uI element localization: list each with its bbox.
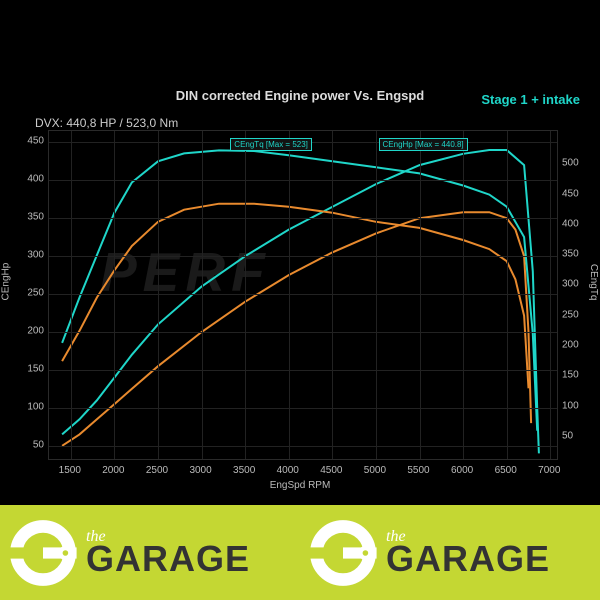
dvx-summary: DVX: 440,8 HP / 523,0 Nm xyxy=(35,116,178,130)
footer-garage: GARAGE xyxy=(86,544,250,575)
y-left-tick: 350 xyxy=(14,212,44,223)
y-right-tick: 250 xyxy=(562,309,579,320)
x-axis-label: EngSpd RPM xyxy=(0,480,600,491)
x-tick: 6500 xyxy=(495,465,517,476)
x-tick: 6000 xyxy=(451,465,473,476)
stage-label: Stage 1 + intake xyxy=(481,92,580,107)
y-left-tick: 50 xyxy=(14,439,44,450)
x-tick: 2500 xyxy=(146,465,168,476)
x-tick: 5000 xyxy=(364,465,386,476)
footer-logo-right: the GARAGE xyxy=(300,505,600,600)
dyno-plot xyxy=(48,130,558,460)
series-stock_hp xyxy=(62,212,531,446)
x-tick: 5500 xyxy=(407,465,429,476)
y-right-tick: 50 xyxy=(562,430,573,441)
callout-hp: CEngHp [Max = 440.8] xyxy=(379,138,468,151)
y-left-axis-label: CEngHp xyxy=(1,263,12,301)
y-right-tick: 100 xyxy=(562,400,579,411)
footer-logo-left: the GARAGE xyxy=(0,505,300,600)
series-stock_tq xyxy=(62,204,528,389)
y-right-tick: 450 xyxy=(562,188,579,199)
y-right-tick: 150 xyxy=(562,370,579,381)
y-right-tick: 500 xyxy=(562,158,579,169)
y-right-axis-label: CEngTq xyxy=(589,264,600,301)
x-tick: 7000 xyxy=(538,465,560,476)
y-left-tick: 150 xyxy=(14,363,44,374)
y-left-tick: 400 xyxy=(14,174,44,185)
y-right-tick: 300 xyxy=(562,279,579,290)
garage-g-icon xyxy=(8,518,78,588)
x-tick: 3000 xyxy=(189,465,211,476)
footer-banner: the GARAGE the GARAGE xyxy=(0,505,600,600)
y-left-tick: 450 xyxy=(14,136,44,147)
x-tick: 4000 xyxy=(277,465,299,476)
x-tick: 2000 xyxy=(102,465,124,476)
y-right-tick: 400 xyxy=(562,218,579,229)
y-left-tick: 100 xyxy=(14,401,44,412)
y-right-tick: 350 xyxy=(562,249,579,260)
y-left-tick: 250 xyxy=(14,288,44,299)
x-tick: 1500 xyxy=(59,465,81,476)
garage-g-icon xyxy=(308,518,378,588)
footer-garage: GARAGE xyxy=(386,544,550,575)
x-tick: 4500 xyxy=(320,465,342,476)
callout-tq: CEngTq [Max = 523] xyxy=(230,138,312,151)
x-tick: 3500 xyxy=(233,465,255,476)
y-left-tick: 200 xyxy=(14,326,44,337)
y-left-tick: 300 xyxy=(14,250,44,261)
y-right-tick: 200 xyxy=(562,339,579,350)
